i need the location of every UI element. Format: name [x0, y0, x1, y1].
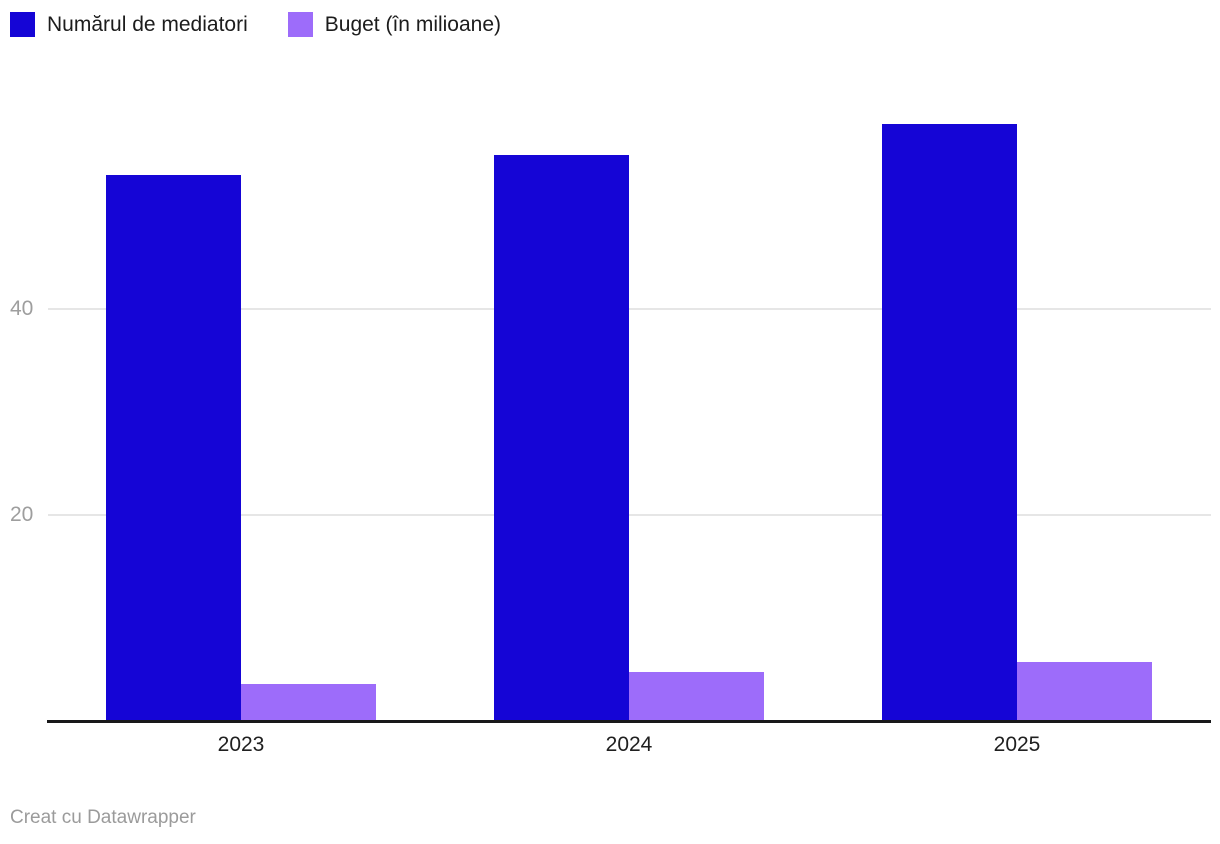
gridline-20	[48, 514, 1211, 516]
bar-buget-2023[interactable]	[241, 683, 376, 721]
datawrapper-attribution[interactable]: Creat cu Datawrapper	[10, 807, 196, 828]
legend-swatch-mediatori	[10, 12, 35, 37]
bar-buget-2024[interactable]	[629, 671, 764, 721]
x-axis-line	[47, 720, 1211, 723]
legend-item-mediatori: Numărul de mediatori	[10, 12, 248, 37]
bar-numărul-2025[interactable]	[882, 123, 1017, 721]
legend: Numărul de mediatori Buget (în milioane)	[10, 12, 541, 37]
y-tick-label-20: 20	[10, 503, 34, 526]
x-tick-label-2024: 2024	[605, 733, 653, 756]
gridline-40	[48, 308, 1211, 310]
x-tick-label-2025: 2025	[993, 733, 1041, 756]
legend-label-buget: Buget (în milioane)	[324, 13, 502, 36]
x-tick-label-2023: 2023	[217, 733, 265, 756]
y-tick-label-40: 40	[10, 297, 34, 320]
bar-numărul-2023[interactable]	[106, 175, 241, 721]
legend-item-buget: Buget (în milioane)	[287, 12, 502, 37]
legend-swatch-buget	[287, 12, 313, 37]
bar-buget-2025[interactable]	[1017, 662, 1152, 721]
legend-label-mediatori: Numărul de mediatori	[47, 13, 248, 36]
bar-numărul-2024[interactable]	[494, 154, 629, 721]
